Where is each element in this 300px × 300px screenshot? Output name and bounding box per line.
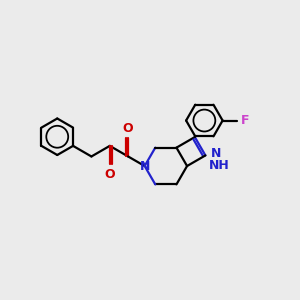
Text: O: O xyxy=(123,122,134,135)
Text: O: O xyxy=(104,168,115,181)
Text: N: N xyxy=(140,160,150,172)
Text: N: N xyxy=(211,147,221,161)
Text: F: F xyxy=(240,114,249,127)
Text: NH: NH xyxy=(209,159,230,172)
